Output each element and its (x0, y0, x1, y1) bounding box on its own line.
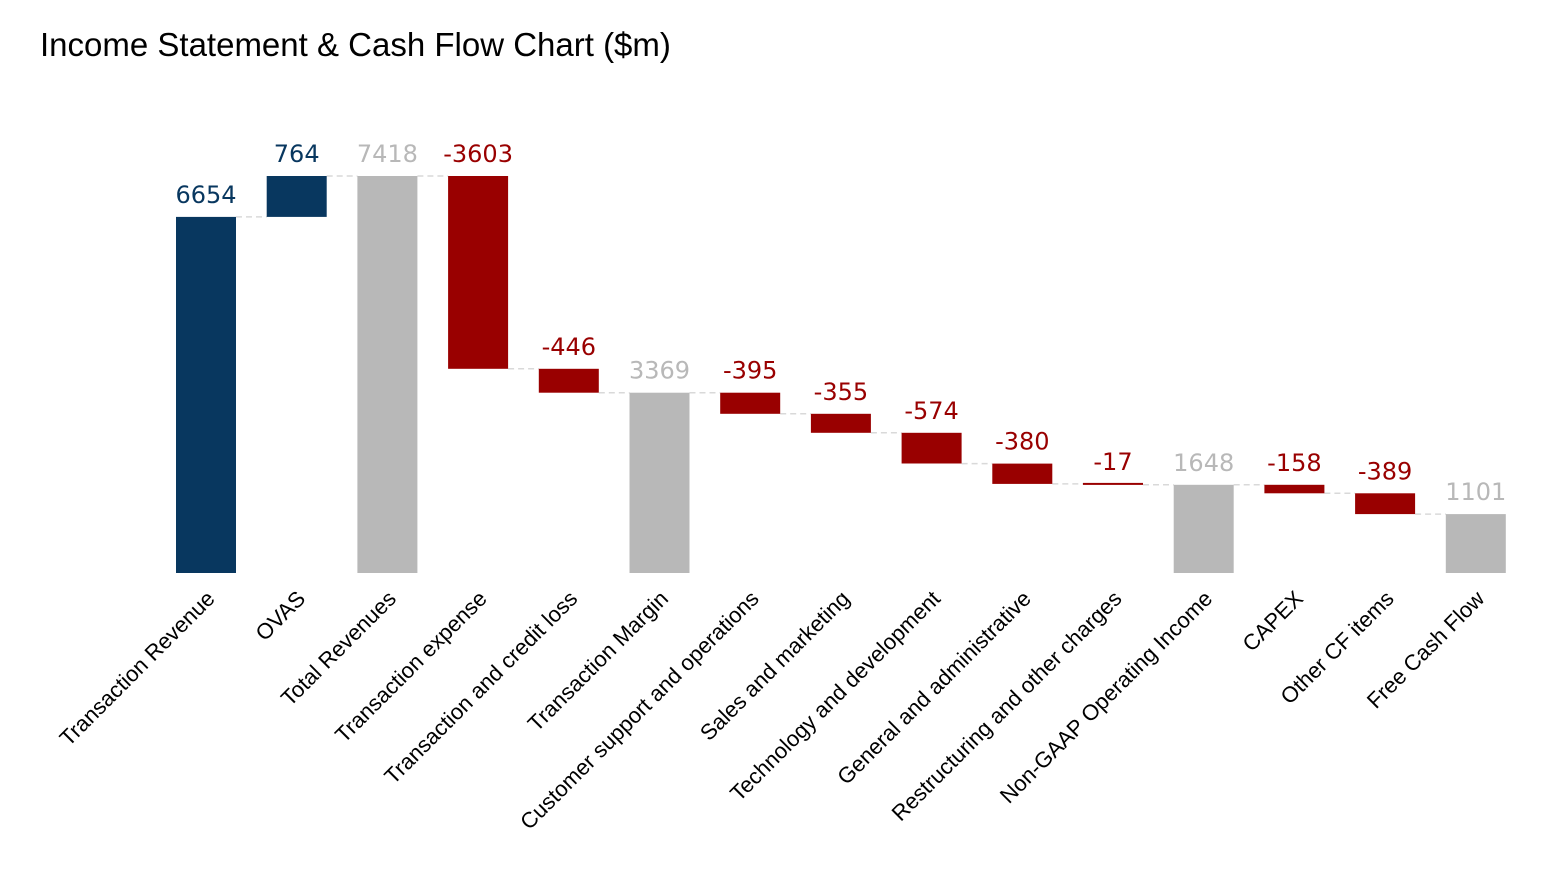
data-label-11: 1648 (1173, 449, 1234, 477)
category-label-1: OVAS (250, 586, 310, 646)
bar-6 (720, 392, 781, 414)
data-label-9: -380 (995, 428, 1049, 456)
data-label-10: -17 (1093, 448, 1132, 476)
bar-4 (538, 368, 599, 393)
bars-group (176, 176, 1506, 573)
connector-lines (236, 175, 1446, 515)
bar-9 (992, 463, 1053, 484)
category-label-4: Transaction and credit loss (379, 586, 582, 789)
category-label-0: Transaction Revenue (55, 586, 220, 751)
data-label-8: -574 (904, 397, 958, 425)
bar-2 (357, 176, 418, 573)
data-label-13: -389 (1358, 457, 1412, 485)
bar-8 (901, 432, 962, 464)
bar-1 (266, 176, 327, 217)
data-label-4: -446 (542, 333, 596, 361)
bar-11 (1173, 484, 1234, 573)
bar-13 (1355, 493, 1416, 515)
category-label-7: Sales and marketing (695, 586, 854, 745)
data-label-0: 6654 (175, 181, 236, 209)
data-label-6: -395 (723, 357, 777, 385)
value-labels-group: 6654 764 7418 -3603 -446 3369 -395 -355 -574 -380… (175, 140, 1506, 506)
bar-14 (1445, 514, 1506, 573)
bar-0 (176, 216, 236, 573)
data-label-3: -3603 (443, 140, 513, 168)
category-label-12: CAPEX (1238, 586, 1309, 657)
bar-12 (1264, 484, 1325, 494)
data-label-7: -355 (814, 378, 868, 406)
bar-5 (629, 392, 690, 573)
bar-3 (448, 176, 509, 369)
chart-title: Income Statement & Cash Flow Chart ($m) (40, 26, 671, 63)
data-label-2: 7418 (357, 140, 418, 168)
data-label-1: 764 (274, 140, 320, 168)
category-label-9: General and administrative (832, 586, 1036, 790)
category-label-3: Transaction expense (330, 586, 492, 748)
data-label-5: 3369 (629, 357, 690, 385)
data-label-14: 1101 (1445, 478, 1506, 506)
bar-10 (1083, 482, 1143, 485)
data-label-12: -158 (1267, 449, 1321, 477)
bar-7 (810, 413, 871, 433)
